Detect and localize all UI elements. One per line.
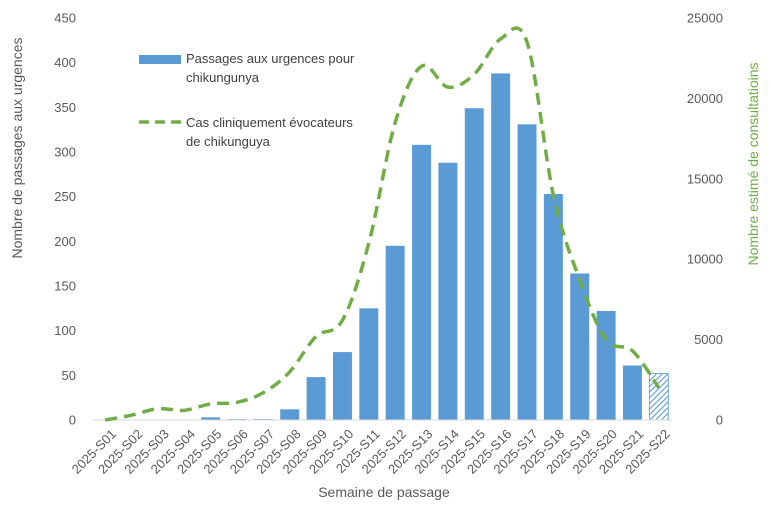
legend-bar-label-line2: chikungunya bbox=[186, 70, 260, 85]
left-tick-label: 450 bbox=[54, 11, 76, 26]
x-axis-title: Semaine de passage bbox=[318, 484, 450, 500]
left-tick-label: 300 bbox=[54, 145, 76, 160]
legend: Passages aux urgences pour chikungunya C… bbox=[139, 51, 355, 149]
left-tick-label: 350 bbox=[54, 100, 76, 115]
left-tick-label: 100 bbox=[54, 323, 76, 338]
bar-2025-S17 bbox=[517, 124, 537, 420]
left-tick-label: 400 bbox=[54, 55, 76, 70]
bar-2025-S20 bbox=[596, 311, 616, 420]
right-tick-label: 10000 bbox=[687, 252, 723, 267]
bar-2025-S08 bbox=[280, 409, 300, 420]
right-tick-label: 15000 bbox=[687, 171, 723, 186]
right-tick-label: 0 bbox=[716, 413, 723, 428]
bar-2025-S12 bbox=[385, 245, 405, 420]
legend-line-label-line2: de chikunguya bbox=[186, 134, 271, 149]
bar-2025-S19 bbox=[570, 273, 590, 420]
bar-2025-S11 bbox=[359, 308, 379, 420]
right-tick-label: 20000 bbox=[687, 91, 723, 106]
bar-2025-S13 bbox=[412, 144, 432, 420]
legend-bar-swatch bbox=[139, 55, 181, 64]
right-axis-ticks: 0 5000 10000 15000 20000 25000 bbox=[687, 11, 723, 428]
x-axis-ticks: 2025-S012025-S022025-S032025-S042025-S05… bbox=[69, 426, 673, 476]
right-axis-title: Nombre estimé de consultatioins bbox=[745, 62, 761, 265]
left-tick-label: 0 bbox=[69, 413, 76, 428]
bar-2025-S05 bbox=[201, 417, 221, 420]
left-tick-label: 200 bbox=[54, 234, 76, 249]
bar-2025-S18 bbox=[543, 193, 563, 420]
left-axis-ticks: 0 50 100 150 200 250 300 350 400 450 bbox=[54, 11, 76, 428]
bar-2025-S21 bbox=[622, 365, 642, 420]
bar-2025-S16 bbox=[491, 73, 511, 420]
bar-2025-S09 bbox=[306, 377, 326, 420]
legend-line-label-line1: Cas cliniquement évocateurs bbox=[186, 115, 353, 130]
right-tick-label: 25000 bbox=[687, 11, 723, 26]
bar-2025-S15 bbox=[464, 108, 484, 420]
bar-2025-S22 bbox=[648, 373, 669, 421]
bar-2025-S14 bbox=[438, 162, 458, 420]
left-tick-label: 50 bbox=[62, 368, 76, 383]
bar-2025-S10 bbox=[332, 352, 352, 420]
left-tick-label: 150 bbox=[54, 279, 76, 294]
legend-bar-label-line1: Passages aux urgences pour bbox=[186, 51, 355, 66]
line-series-consultations bbox=[104, 26, 661, 422]
left-tick-label: 250 bbox=[54, 189, 76, 204]
left-axis-title: Nombre de passages aux urgences bbox=[9, 37, 25, 258]
right-tick-label: 5000 bbox=[694, 332, 723, 347]
bar-series bbox=[201, 73, 669, 421]
